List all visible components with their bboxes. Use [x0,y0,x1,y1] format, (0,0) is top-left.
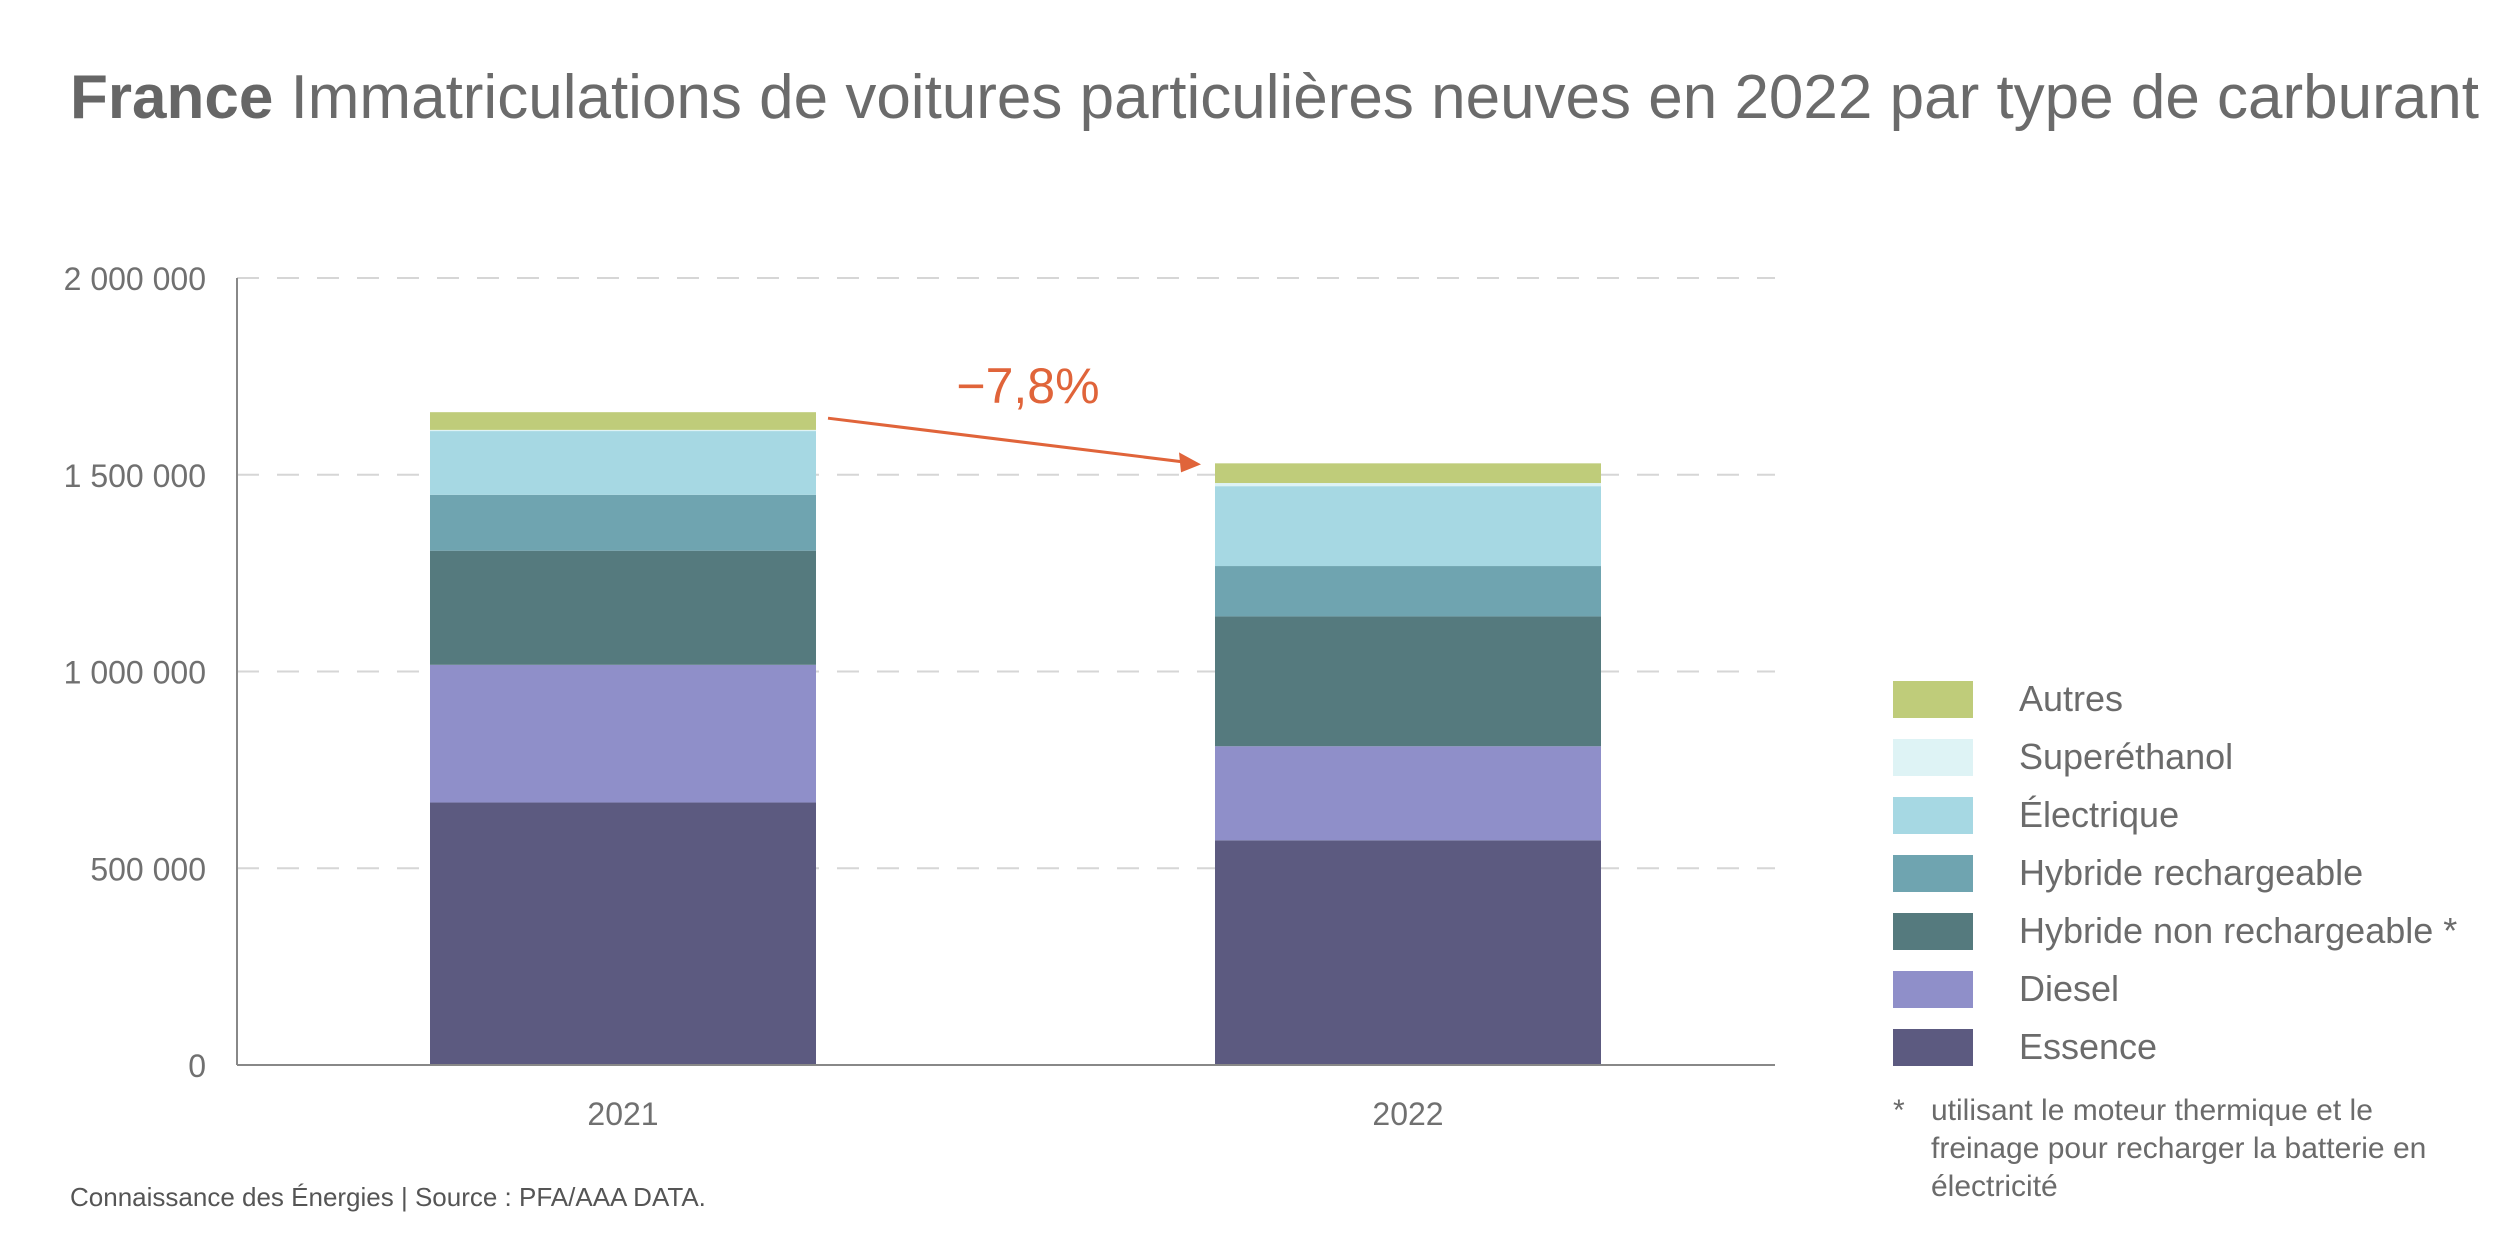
bar-segment [1215,840,1601,1065]
footnote-star: * [1893,1094,1905,1127]
y-tick-label: 0 [188,1048,206,1084]
legend-item: Diesel [1893,960,2457,1018]
legend-swatch [1893,738,1973,776]
y-tick-label: 2 000 000 [64,261,206,297]
chart-title-country: France [70,63,274,132]
annotation: −7,8% [827,358,1201,473]
legend-label: Superéthanol [2019,736,2234,777]
legend-label: Essence [2019,1026,2158,1067]
bar-segment [1215,483,1601,487]
chart-title: France Immatriculations de voitures part… [70,62,2479,133]
legend-swatch [1893,1028,1973,1066]
legend-swatch [1893,970,1973,1008]
x-tick-label: 2022 [1372,1096,1443,1132]
legend: Autres Superéthanol Électrique Hybride rech… [1893,670,2457,1076]
source-text: Connaissance des Énergies | Source : PFA… [70,1182,706,1212]
bar-segment [1215,463,1601,484]
legend-item: Superéthanol [1893,728,2457,786]
bar-segment [1215,486,1601,567]
y-tick-label: 500 000 [90,851,206,887]
x-tick-label: 2021 [587,1096,658,1132]
bar-segment [430,429,816,432]
annotation-label: −7,8% [956,358,1099,414]
legend-swatch [1893,912,1973,950]
y-tick-labels: 0 500 000 1 000 000 1 500 000 2 000 000 [64,261,206,1084]
footnote: * utilisant le moteur thermique et le fr… [1893,1092,2451,1206]
legend-label: Diesel [2019,968,2120,1009]
bars [430,412,1601,1065]
bar-segment [430,664,816,803]
legend-swatch [1893,680,1973,718]
bar-segment [1215,616,1601,747]
legend-item: Électrique [1893,786,2457,844]
legend-item: Autres [1893,670,2457,728]
footnote-text: utilisant le moteur thermique et le frei… [1931,1094,2427,1203]
annotation-arrow-head [1179,452,1201,473]
legend-item: Hybride rechargeable [1893,844,2457,902]
legend-label: Électrique [2019,794,2180,835]
legend-item: Essence [1893,1018,2457,1076]
legend-label: Hybride non rechargeable * [2019,910,2458,951]
legend-item: Hybride non rechargeable * [1893,902,2457,960]
bar-segment [1215,746,1601,841]
bar-segment [1215,566,1601,617]
legend-swatch [1893,796,1973,834]
bar-segment [430,494,816,551]
bar-segment [430,550,816,665]
legend-label: Autres [2019,678,2124,719]
chart-title-text: Immatriculations de voitures particulièr… [290,63,2479,132]
y-tick-label: 1 500 000 [64,458,206,494]
bar-segment [430,802,816,1065]
x-tick-labels: 2021 2022 [587,1096,1443,1132]
bar-segment [430,412,816,430]
axes [236,278,1775,1066]
legend-swatch [1893,854,1973,892]
annotation-arrow-line [827,416,1188,464]
y-tick-label: 1 000 000 [64,655,206,691]
legend-label: Hybride rechargeable [2019,852,2364,893]
bar-segment [430,431,816,495]
